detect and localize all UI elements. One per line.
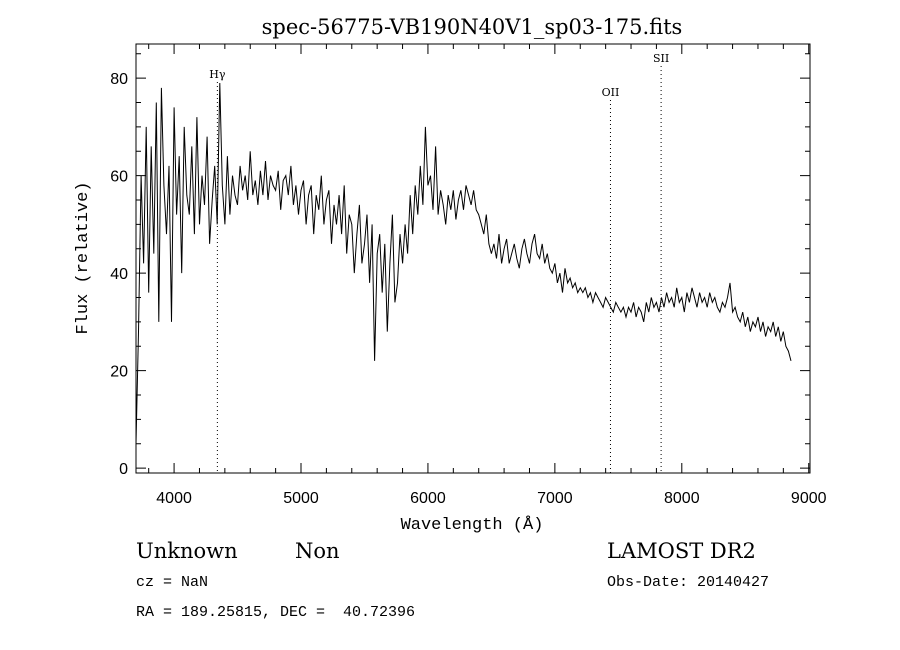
- obs-date-label: Obs-Date: 20140427: [607, 574, 770, 591]
- annotation-label: Hγ: [209, 68, 226, 81]
- y-tick-label: 60: [110, 169, 128, 186]
- survey-label: LAMOST DR2: [607, 539, 756, 563]
- y-axis-label: Flux (relative): [74, 181, 93, 334]
- x-axis-label: Wavelength (Å): [401, 516, 544, 535]
- x-tick-labels: 4000 5000 6000 7000 8000 9000: [156, 490, 826, 507]
- coordinates-label: RA = 189.25815, DEC = 40.72396: [136, 604, 416, 621]
- y-tick-label: 40: [110, 266, 128, 283]
- x-tick-label: 9000: [791, 490, 827, 507]
- y-tick-label: 0: [119, 461, 128, 478]
- line-annotations: Hγ OII SII: [209, 52, 669, 473]
- x-tick-label: 8000: [664, 490, 700, 507]
- x-tick-label: 6000: [410, 490, 446, 507]
- axis-ticks: [136, 44, 810, 473]
- x-tick-label: 7000: [537, 490, 573, 507]
- object-type-label: Unknown: [136, 539, 238, 563]
- y-tick-labels: 0 20 40 60 80: [110, 71, 128, 478]
- annotation-label: SII: [653, 52, 669, 65]
- y-tick-label: 80: [110, 71, 128, 88]
- spectrum-line: [135, 82, 792, 444]
- chart-title: spec-56775-VB190N40V1_sp03-175.fits: [262, 15, 683, 39]
- annotation-label: OII: [602, 86, 620, 99]
- subclass-label: Non: [295, 539, 340, 563]
- x-tick-label: 5000: [283, 490, 319, 507]
- plot-frame: [135, 43, 811, 474]
- redshift-label: cz = NaN: [136, 574, 209, 591]
- y-tick-label: 20: [110, 364, 128, 381]
- x-tick-label: 4000: [156, 490, 192, 507]
